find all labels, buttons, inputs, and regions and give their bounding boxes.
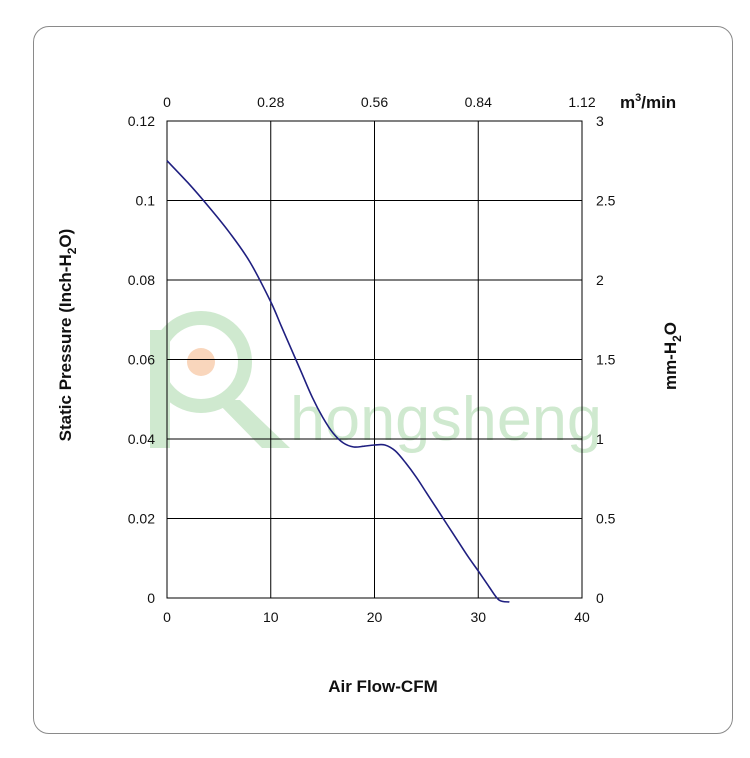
y-tick-label: 0.12 bbox=[128, 113, 155, 129]
x2-axis-unit-label: m3/min bbox=[620, 92, 676, 112]
y-tick-label: 0.04 bbox=[128, 431, 155, 447]
x2-tick-label: 1.12 bbox=[568, 94, 595, 110]
y2-tick-label: 1.5 bbox=[596, 352, 616, 368]
x-tick-label: 20 bbox=[367, 609, 383, 625]
y-axis-title: Static Pressure (Inch-H2O) bbox=[56, 229, 79, 442]
y2-tick-label: 2.5 bbox=[596, 193, 616, 209]
chart-frame bbox=[33, 26, 733, 734]
y2-tick-label: 1 bbox=[596, 431, 604, 447]
x2-tick-label: 0.28 bbox=[257, 94, 284, 110]
y-axis-ticks: 0 0.02 0.04 0.06 0.08 0.1 0.12 bbox=[128, 113, 155, 606]
x2-tick-label: 0.56 bbox=[361, 94, 388, 110]
x-tick-label: 40 bbox=[574, 609, 590, 625]
y2-axis-title: mm-H2O bbox=[661, 322, 684, 390]
x-tick-label: 10 bbox=[263, 609, 279, 625]
y2-axis-ticks: 0 0.5 1 1.5 2 2.5 3 bbox=[596, 113, 616, 606]
x-tick-label: 30 bbox=[470, 609, 486, 625]
y-tick-label: 0 bbox=[147, 590, 155, 606]
pressure-curve-series bbox=[166, 160, 510, 603]
x-axis-title: Air Flow-CFM bbox=[328, 677, 438, 696]
y2-tick-label: 3 bbox=[596, 113, 604, 129]
watermark-sun-icon bbox=[187, 348, 215, 376]
x-axis-ticks: 0 10 20 30 40 bbox=[163, 609, 590, 625]
y2-tick-label: 0 bbox=[596, 590, 604, 606]
x-tick-label: 0 bbox=[163, 609, 171, 625]
grid-lines bbox=[167, 121, 582, 598]
y2-tick-label: 0.5 bbox=[596, 511, 616, 527]
y-tick-label: 0.08 bbox=[128, 272, 155, 288]
x2-axis-ticks: 0 0.28 0.56 0.84 1.12 bbox=[163, 94, 596, 110]
y-tick-label: 0.02 bbox=[128, 511, 155, 527]
hongsheng-watermark-logo: hongsheng bbox=[150, 311, 602, 454]
y2-tick-label: 2 bbox=[596, 272, 604, 288]
y-tick-label: 0.06 bbox=[128, 352, 155, 368]
plot-area-border bbox=[166, 120, 583, 599]
x2-tick-label: 0.84 bbox=[465, 94, 492, 110]
watermark-letter-stem bbox=[150, 330, 170, 448]
y-tick-label: 0.1 bbox=[136, 193, 156, 209]
watermark-letter-leg bbox=[215, 400, 290, 448]
x2-tick-label: 0 bbox=[163, 94, 171, 110]
watermark-text: hongsheng bbox=[290, 385, 602, 454]
